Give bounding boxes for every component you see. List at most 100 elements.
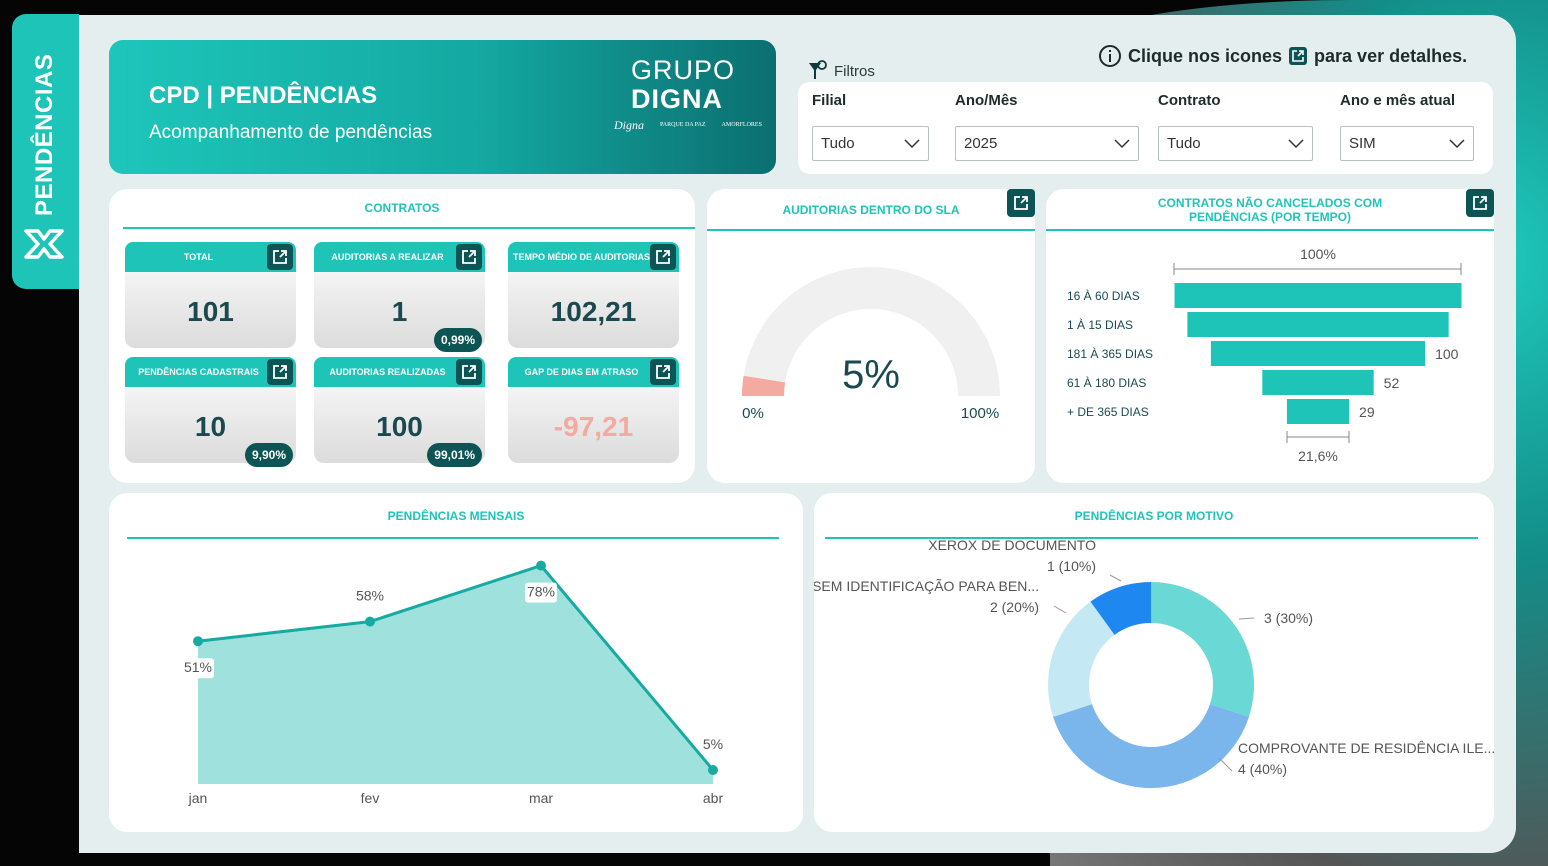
donut-slice-value: 2 (20%) — [990, 599, 1039, 615]
motivo-divider — [825, 537, 1478, 539]
funnel-top-label: 100% — [1300, 246, 1336, 262]
donut-slice-value: 1 (10%) — [1047, 558, 1096, 574]
filter-filial-label: Filial — [812, 92, 847, 109]
filter-bar: Filial Tudo Ano/Mês 2025 Contrato Tudo A… — [798, 82, 1493, 174]
area-category-label: abr — [703, 790, 724, 806]
filter-contrato: Contrato Tudo — [1158, 92, 1313, 161]
monthly-card: PENDÊNCIAS MENSAIS 51% jan 58% fev 78% mar 5% a… — [109, 493, 803, 832]
kpi-pendencias-cadastrais-badge: 9,90% — [244, 443, 293, 467]
donut-slice-name: XEROX DE DOCUMENTO — [928, 537, 1096, 553]
kpi-auditorias-realizar: AUDITORIAS A REALIZAR 1 0,99% — [314, 242, 485, 352]
external-link-icon[interactable] — [650, 244, 676, 270]
side-nav-tab[interactable] — [12, 14, 79, 289]
external-link-icon — [1289, 47, 1308, 65]
kpi-auditorias-realizadas: AUDITORIAS REALIZADAS 100 99,01% — [314, 357, 485, 467]
funnel-value-label: 100 — [1435, 346, 1459, 362]
donut-slice-name: SEM IDENTIFICAÇÃO PARA BEN... — [814, 578, 1039, 594]
donut-slice — [1053, 704, 1249, 788]
info-hint: Clique nos icones para ver detalhes. — [1098, 44, 1467, 68]
gauge-value: 5% — [842, 353, 900, 397]
external-link-icon[interactable] — [456, 359, 482, 385]
funnel-card: CONTRATOS NÃO CANCELADOS COM PENDÊNCIAS … — [1046, 189, 1494, 483]
donut-slice — [1151, 582, 1254, 717]
donut-slice-value: 3 (30%) — [1264, 610, 1313, 626]
contratos-divider — [123, 227, 695, 229]
area-category-label: mar — [529, 790, 553, 806]
funnel-category-label: + DE 365 DIAS — [1067, 405, 1149, 419]
filters-label[interactable]: Filtros — [808, 60, 875, 82]
kpi-auditorias-realizadas-value: 100 — [376, 411, 423, 442]
donut-slice — [1048, 601, 1115, 717]
funnel-bar — [1187, 312, 1449, 337]
funnel-bar — [1210, 341, 1426, 366]
funnel-category-label: 1 À 15 DIAS — [1067, 317, 1133, 332]
external-link-icon[interactable] — [456, 244, 482, 270]
funnel-chart: 100% 21,6% 16 À 60 DIAS 1 À 15 DIAS 181 À … — [1067, 246, 1462, 464]
kpi-tempo-medio: TEMPO MÉDIO DE AUDITORIAS 102,21 — [508, 242, 679, 348]
filter-filial: Filial Tudo — [812, 92, 929, 161]
header-banner: CPD | PENDÊNCIAS Acompanhamento de pendê… — [109, 40, 776, 174]
page-title: CPD | PENDÊNCIAS — [149, 82, 378, 109]
funnel-bar — [1174, 283, 1462, 308]
area-fill — [198, 565, 713, 784]
filter-ano-mes: Ano/Mês 2025 — [955, 92, 1139, 161]
brand-name-bottom: DIGNA — [631, 84, 723, 114]
funnel-category-label: 61 À 180 DIAS — [1067, 375, 1146, 390]
brand-name-top: GRUPO — [631, 55, 736, 85]
info-icon — [1099, 45, 1121, 67]
funnel-category-label: 181 À 365 DIAS — [1067, 346, 1153, 361]
monthly-title: PENDÊNCIAS MENSAIS — [387, 509, 525, 523]
chevron-down-icon — [904, 138, 920, 148]
funnel-value-label: 52 — [1384, 375, 1400, 391]
external-link-icon[interactable] — [1007, 189, 1035, 217]
gauge-fill — [742, 375, 786, 396]
external-link-icon[interactable] — [1466, 189, 1494, 217]
kpi-gap-dias: GAP DE DIAS EM ATRASO -97,21 — [508, 357, 679, 463]
area-label-bg — [525, 582, 557, 603]
area-point — [365, 616, 375, 627]
kpi-auditorias-realizar-value: 1 — [391, 296, 408, 327]
motivo-donut-chart: 3 (30%) COMPROVANTE DE RESIDÊNCIA ILE... 4… — [814, 537, 1494, 788]
external-link-icon[interactable] — [650, 359, 676, 385]
filter-filial-select[interactable]: Tudo — [812, 126, 929, 161]
donut-leader-line — [1109, 574, 1122, 582]
funnel-value-label: 29 — [1359, 404, 1375, 420]
kpi-total: TOTAL 101 — [125, 242, 296, 348]
area-value-label: 78% — [527, 584, 555, 600]
contratos-card: CONTRATOS TOTAL 101 AUDITORIAS A REALIZA… — [109, 189, 695, 483]
donut-slice-value: 4 (40%) — [1238, 761, 1287, 777]
filter-contrato-select[interactable]: Tudo — [1158, 126, 1313, 161]
sub-brand-amorflores: AMORFLORES — [721, 122, 762, 128]
filter-ano-mes-atual-select[interactable]: SIM — [1340, 126, 1474, 161]
digna-logo-icon — [24, 229, 64, 259]
side-nav-title: PENDÊNCIAS — [31, 53, 58, 217]
funnel-category-label: 16 À 60 DIAS — [1067, 288, 1140, 303]
gauge-track — [742, 267, 1000, 396]
sub-brand-digna: Digna — [614, 118, 644, 132]
kpi-gap-dias-value: -97,21 — [553, 411, 634, 442]
kpi-auditorias-realizar-badge: 0,99% — [433, 328, 482, 352]
filter-ano-mes-atual: Ano e mês atual SIM — [1340, 92, 1474, 161]
area-point — [536, 560, 546, 571]
area-category-label: fev — [361, 790, 380, 806]
kpi-total-value: 101 — [187, 296, 234, 327]
kpi-tempo-medio-value: 102,21 — [550, 296, 637, 327]
sub-brand-parque: PARQUE DA PAZ — [660, 122, 706, 128]
area-label-bg — [182, 658, 214, 679]
filter-ano-mes-atual-label: Ano e mês atual — [1340, 92, 1456, 109]
kpi-pendencias-cadastrais-value: 10 — [194, 411, 227, 442]
area-line — [197, 563, 715, 771]
donut-leader-line — [1238, 617, 1255, 620]
filter-icon — [809, 60, 827, 79]
sla-gauge: 5% 0% 100% — [742, 267, 1000, 422]
external-link-icon[interactable] — [267, 359, 293, 385]
funnel-title: CONTRATOS NÃO CANCELADOS COM PENDÊNCIAS … — [1157, 196, 1383, 224]
area-value-label: 5% — [703, 736, 723, 752]
donut-slice-name: COMPROVANTE DE RESIDÊNCIA ILE... — [1238, 740, 1494, 756]
filter-ano-mes-select[interactable]: 2025 — [955, 126, 1139, 161]
kpi-pendencias-cadastrais: PENDÊNCIAS CADASTRAIS 10 9,90% — [125, 357, 296, 467]
external-link-icon[interactable] — [267, 244, 293, 270]
area-point — [708, 765, 718, 775]
page-subtitle: Acompanhamento de pendências — [149, 122, 433, 143]
funnel-divider — [1046, 229, 1494, 231]
